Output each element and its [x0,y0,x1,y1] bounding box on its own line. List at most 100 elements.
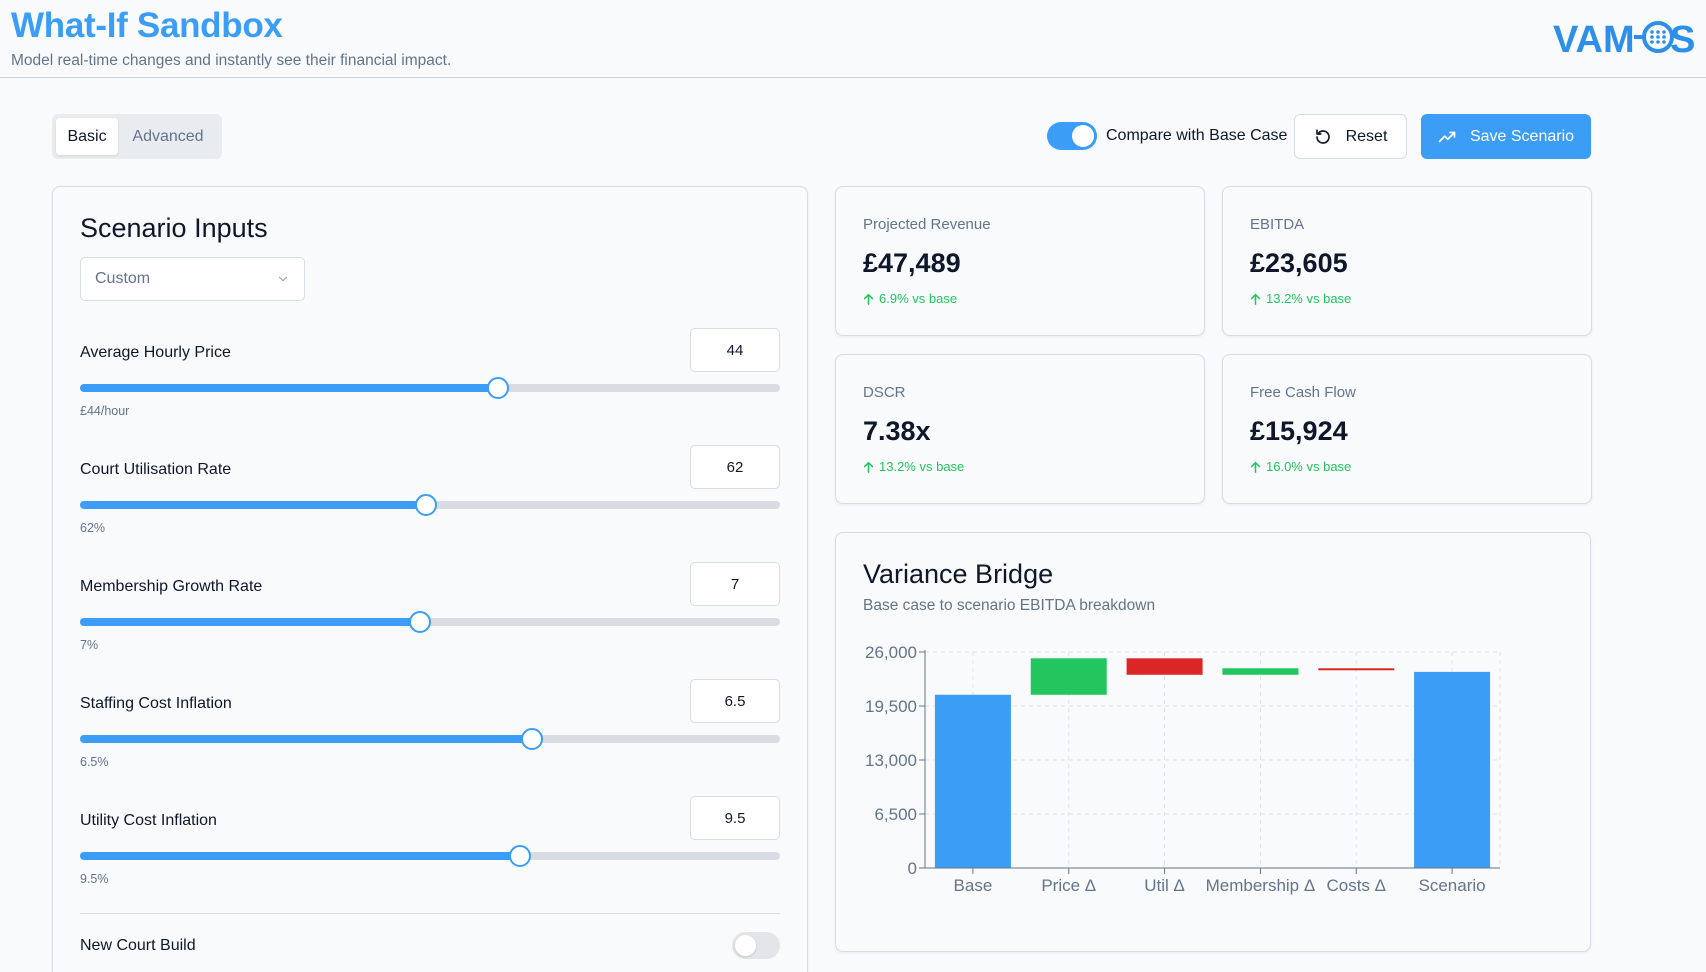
app-header: What-If Sandbox Model real-time changes … [0,0,1706,78]
kpi-ebitda: EBITDA £23,605 13.2% vs base [1222,186,1592,336]
court-utilisation-rate-input[interactable]: 62 [690,445,780,489]
x-tick-label: Price Δ [1041,876,1096,895]
kpi-projected-revenue: Projected Revenue £47,489 6.9% vs base [835,186,1205,336]
slider-thumb[interactable] [409,611,432,633]
divider [80,913,780,914]
slider-fill [80,735,532,743]
new-court-build-toggle[interactable] [732,932,780,959]
chart-title: Variance Bridge [863,559,1054,589]
bar-costs [1318,668,1395,671]
kpi-label: Free Cash Flow [1250,384,1356,401]
slider-fill [80,384,498,392]
field-membership-growth-rate: Membership Growth Rate 7 7% [80,562,780,662]
toggle-knob [1072,125,1094,147]
staffing-cost-inflation-input[interactable]: 6.5 [690,679,780,723]
scenario-preset-select[interactable]: Custom [80,257,305,301]
logo-mark: VAM S [1553,19,1695,60]
bar-scenario [1414,671,1491,868]
kpi-delta-text: 16.0% vs base [1266,459,1352,474]
bar-util [1126,658,1203,675]
new-court-build-label: New Court Build [80,937,196,954]
y-tick-label: 19,500 [865,697,917,716]
slider-thumb[interactable] [520,728,543,750]
average-hourly-price-slider[interactable] [80,377,780,399]
scenario-inputs-title: Scenario Inputs [80,213,268,243]
kpi-label: EBITDA [1250,216,1305,233]
x-tick-label: Util Δ [1144,876,1185,895]
y-tick-label: 26,000 [865,643,917,662]
reset-label: Reset [1345,127,1388,145]
field-utility-cost-inflation: Utility Cost Inflation 9.5 9.5% [80,796,780,896]
kpi-delta-text: 13.2% vs base [1266,291,1352,306]
kpi-value: £23,605 [1250,248,1348,278]
arrow-up-icon [863,293,874,305]
field-hint: 9.5% [80,872,109,886]
variance-bridge-card: Variance Bridge Base case to scenario EB… [835,532,1591,952]
field-label: Membership Growth Rate [80,578,263,595]
arrow-up-icon [863,461,874,473]
membership-growth-rate-input[interactable]: 7 [690,562,780,606]
utility-cost-inflation-input[interactable]: 9.5 [690,796,780,840]
brand-logo[interactable]: VAM S [1553,18,1696,60]
court-utilisation-rate-slider[interactable] [80,494,780,516]
bar-base [934,694,1011,868]
tab-advanced[interactable]: Advanced [132,127,204,145]
chevron-down-icon [278,276,288,282]
x-tick-label: Base [954,876,993,895]
arrow-up-icon [1250,293,1261,305]
field-hint: 6.5% [80,755,109,769]
slider-thumb[interactable] [509,845,532,867]
kpi-delta: 6.9% vs base [863,291,957,306]
tab-basic[interactable]: Basic [56,118,118,155]
reset-icon [1315,128,1330,144]
trending-up-icon [1438,131,1456,142]
chart-subtitle: Base case to scenario EBITDA breakdown [863,597,1156,614]
kpi-delta: 16.0% vs base [1250,459,1351,474]
slider-fill [80,501,426,509]
save-scenario-label: Save Scenario [1469,127,1575,145]
field-label: Staffing Cost Inflation [80,695,232,712]
x-tick-label: Scenario [1419,876,1486,895]
field-label: Utility Cost Inflation [80,812,217,829]
y-tick-label: 13,000 [865,751,917,770]
field-average-hourly-price: Average Hourly Price 44 £44/hour [80,328,780,428]
save-scenario-button[interactable]: Save Scenario [1421,114,1591,159]
utility-cost-inflation-slider[interactable] [80,845,780,867]
slider-thumb[interactable] [414,494,437,516]
slider-fill [80,618,421,626]
kpi-value: £47,489 [863,248,961,278]
field-hint: £44/hour [80,404,130,418]
x-tick-label: Membership Δ [1206,876,1316,895]
field-hint: 62% [80,521,106,535]
kpi-dscr: DSCR 7.38x 13.2% vs base [835,354,1205,504]
field-label: Court Utilisation Rate [80,461,232,478]
svg-text:VAM: VAM [1553,19,1635,60]
kpi-delta-text: 6.9% vs base [879,291,958,306]
page-subtitle: Model real-time changes and instantly se… [11,52,452,69]
slider-fill [80,852,521,860]
scenario-inputs-card: Scenario Inputs Custom Average Hourly Pr… [52,186,808,972]
mode-tabs: Basic Advanced [52,114,222,159]
slider-thumb[interactable] [486,377,509,399]
x-tick-label: Costs Δ [1326,876,1386,895]
field-label: Average Hourly Price [80,344,231,361]
svg-text:S: S [1670,19,1695,60]
average-hourly-price-input[interactable]: 44 [690,328,780,372]
field-court-utilisation-rate: Court Utilisation Rate 62 62% [80,445,780,545]
y-tick-label: 0 [908,859,917,878]
kpi-label: Projected Revenue [863,216,991,233]
bar-membership [1222,668,1299,675]
preset-value: Custom [95,270,151,287]
staffing-cost-inflation-slider[interactable] [80,728,780,750]
variance-bridge-chart: 0 6,500 13,000 19,500 26,000 Base Price Δ Util … [865,643,1501,895]
kpi-delta-text: 13.2% vs base [879,459,965,474]
kpi-value: 7.38x [863,416,931,446]
kpi-label: DSCR [863,384,906,401]
bar-price [1030,658,1107,695]
membership-growth-rate-slider[interactable] [80,611,780,633]
compare-base-toggle[interactable] [1047,122,1097,150]
kpi-free-cash-flow: Free Cash Flow £15,924 16.0% vs base [1222,354,1592,504]
toggle-knob [735,935,756,956]
page-title: What-If Sandbox [11,6,283,45]
reset-button[interactable]: Reset [1294,114,1407,159]
